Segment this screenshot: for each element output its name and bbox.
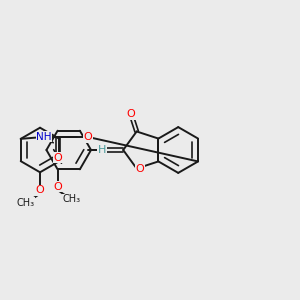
Text: O: O (36, 185, 44, 195)
Text: CH₃: CH₃ (63, 194, 81, 204)
Text: O: O (53, 182, 62, 191)
Text: NH: NH (36, 132, 52, 142)
Text: O: O (127, 109, 135, 119)
Text: H: H (98, 145, 106, 155)
Text: O: O (136, 164, 145, 173)
Text: CH₃: CH₃ (17, 198, 35, 208)
Text: O: O (53, 153, 62, 163)
Text: O: O (83, 132, 92, 142)
